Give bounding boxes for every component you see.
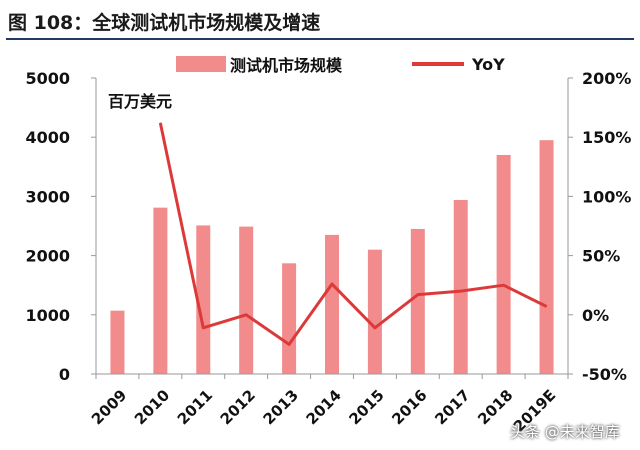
yoy-point-2018 bbox=[503, 284, 505, 286]
y-right-tick-label: 0% bbox=[582, 306, 609, 325]
y-left-tick-label: 0 bbox=[59, 365, 70, 384]
y-left-tick-label: 1000 bbox=[25, 306, 70, 325]
title-divider bbox=[6, 38, 634, 40]
yoy-point-2010 bbox=[159, 122, 161, 124]
x-tick-label: 2017 bbox=[431, 386, 473, 428]
y-left-tick-label: 5000 bbox=[25, 69, 70, 88]
bar-2018 bbox=[496, 154, 511, 374]
legend: 测试机市场规模 YoY bbox=[176, 52, 575, 76]
x-tick-label: 2014 bbox=[303, 386, 345, 428]
y-left-tick-label: 4000 bbox=[25, 128, 70, 147]
bar-2010 bbox=[153, 207, 168, 374]
y-right-tick-label: -50% bbox=[582, 365, 627, 384]
yoy-point-2011 bbox=[202, 327, 204, 329]
yoy-point-2019E bbox=[546, 306, 548, 308]
x-tick-label: 2016 bbox=[388, 386, 430, 428]
bar-2009 bbox=[110, 310, 125, 374]
legend-bar-label: 测试机市场规模 bbox=[230, 56, 343, 75]
x-tick-label: 2012 bbox=[217, 386, 259, 428]
bar-2017 bbox=[453, 199, 468, 374]
yoy-point-2014 bbox=[331, 283, 333, 285]
bar-2014 bbox=[325, 234, 339, 374]
y-right-tick-label: 150% bbox=[582, 128, 631, 147]
legend-bar-swatch bbox=[176, 56, 226, 72]
yoy-point-2012 bbox=[245, 314, 247, 316]
bar-2011 bbox=[196, 225, 211, 374]
bar-2013 bbox=[282, 263, 297, 374]
yoy-point-2017 bbox=[460, 290, 462, 292]
y-right-tick-label: 100% bbox=[582, 187, 631, 206]
y-right-tick-label: 200% bbox=[582, 69, 631, 88]
yoy-point-2016 bbox=[417, 294, 419, 296]
x-tick-label: 2011 bbox=[174, 386, 216, 428]
x-tick-label: 2009 bbox=[88, 386, 130, 428]
bar-2019E bbox=[539, 140, 554, 374]
y-left-tick-label: 3000 bbox=[25, 187, 70, 206]
legend-line-swatch bbox=[412, 62, 465, 66]
x-tick-label: 2013 bbox=[260, 386, 302, 428]
yoy-point-2015 bbox=[374, 327, 376, 329]
x-tick-label: 2010 bbox=[131, 386, 173, 428]
yoy-line bbox=[158, 122, 548, 346]
y-right-tick-label: 50% bbox=[582, 247, 620, 266]
legend-line-label: YoY bbox=[472, 54, 505, 74]
x-tick-label: 2015 bbox=[345, 386, 387, 428]
bar-2015 bbox=[367, 249, 382, 374]
legend-item-line: YoY bbox=[412, 55, 505, 74]
y-left-tick-label: 2000 bbox=[25, 247, 70, 266]
page-title: 图 108：全球测试机市场规模及增速 bbox=[8, 12, 321, 34]
watermark: 头条 @未来智库 bbox=[510, 423, 620, 441]
yoy-point-2013 bbox=[288, 343, 290, 345]
bar-2016 bbox=[410, 228, 425, 374]
legend-item-bar: 测试机市场规模 bbox=[176, 52, 342, 76]
unit-label: 百万美元 bbox=[108, 92, 173, 111]
bar-2012 bbox=[239, 226, 254, 374]
